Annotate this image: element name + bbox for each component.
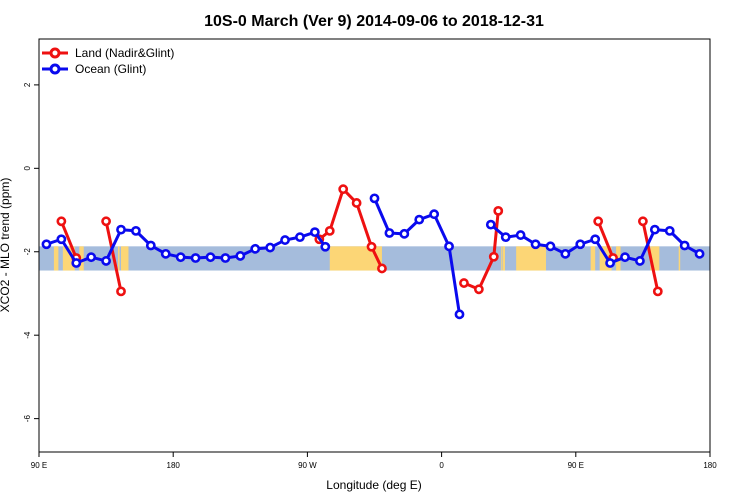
ocean-data-point (320, 241, 331, 252)
land-series-line (596, 220, 615, 259)
chart-title: 10S-0 March (Ver 9) 2014-09-06 to 2018-1… (204, 13, 544, 30)
x-tick-label: 90 E (31, 461, 47, 470)
ocean-data-point (605, 258, 615, 268)
ocean-data-point (575, 239, 586, 250)
land-data-point (493, 205, 504, 216)
x-tick-label: 90 E (568, 461, 584, 470)
land-data-point (488, 251, 499, 262)
ocean-data-point (205, 252, 216, 263)
land-series-line (59, 220, 78, 259)
ocean-data-point (414, 214, 425, 225)
land-data-point (638, 216, 648, 227)
ocean-data-point (454, 309, 465, 320)
land-data-point (324, 225, 335, 236)
ocean-data-point (545, 241, 556, 252)
ocean-data-point (295, 232, 305, 243)
land-band-segment (501, 246, 503, 271)
land-band-segment (502, 246, 505, 271)
x-tick-label: 180 (703, 461, 717, 470)
y-axis: 2 0 -2 -4 -6 (23, 82, 39, 422)
legend: Land (Nadir&Glint) Ocean (Glint) (42, 46, 174, 76)
ocean-data-point (220, 253, 231, 263)
ocean-data-point (515, 230, 526, 240)
ocean-data-point (160, 248, 171, 259)
land-series-line (641, 220, 660, 292)
ocean-data-point (71, 258, 82, 268)
land-band-segment (53, 246, 59, 271)
ocean-data-point (309, 227, 320, 238)
legend-ocean-label: Ocean (Glint) (75, 62, 146, 76)
y-tick-label: 0 (23, 166, 32, 171)
ocean-data-point (175, 252, 186, 263)
ocean-data-point (41, 239, 52, 250)
y-axis-label: XCO2 - MLO trend (ppm) (0, 178, 12, 313)
land-band-segment (79, 246, 84, 271)
ocean-data-point (620, 252, 630, 263)
legend-land-label: Land (Nadir&Glint) (75, 46, 174, 60)
x-tick-label: 180 (167, 461, 181, 470)
ocean-data-point (500, 232, 511, 243)
series-layer (41, 184, 705, 320)
ocean-data-point (635, 256, 645, 266)
ocean-data-point (56, 234, 67, 245)
land-series-line (104, 220, 123, 292)
ocean-data-point (664, 225, 675, 236)
ocean-data-point (250, 243, 261, 254)
x-tick-label: 0 (439, 461, 444, 470)
ocean-data-point (145, 240, 156, 251)
land-series-line (463, 210, 500, 291)
ocean-data-point (190, 253, 201, 263)
ocean-data-point (530, 239, 541, 250)
land-data-point (459, 278, 469, 288)
land-band-segment (121, 246, 129, 271)
land-band-segment (590, 246, 596, 271)
ocean-data-point (280, 235, 290, 245)
land-data-point (101, 216, 111, 227)
ocean-data-point (444, 241, 454, 252)
ocean-data-point (384, 228, 395, 238)
land-data-point (473, 284, 484, 295)
ocean-data-point (101, 256, 111, 266)
land-band-segment (118, 246, 120, 271)
ocean-data-point (560, 248, 571, 259)
land-band-segment (62, 246, 75, 271)
land-data-point (593, 216, 604, 227)
y-tick-label: 2 (23, 82, 32, 87)
land-data-point (366, 241, 377, 252)
x-tick-label: 90 W (298, 461, 317, 470)
y-tick-label: -6 (23, 415, 32, 423)
ocean-data-point (399, 228, 410, 239)
land-data-point (377, 263, 387, 274)
y-tick-label: -2 (23, 248, 32, 256)
x-axis-label: Longitude (deg E) (326, 478, 421, 492)
ocean-data-point (429, 209, 440, 220)
land-band-segment (678, 246, 681, 271)
ocean-data-point (649, 224, 660, 235)
ocean-data-point (694, 248, 705, 259)
ocean-data-point (590, 234, 601, 245)
ocean-data-point (86, 252, 97, 263)
legend-ocean-marker (49, 63, 61, 75)
land-data-point (116, 286, 126, 297)
ocean-data-point (679, 240, 690, 251)
land-data-point (351, 198, 362, 208)
ocean-data-point (485, 219, 496, 230)
ocean-data-point (131, 225, 141, 236)
ocean-data-point (265, 242, 276, 253)
land-data-point (56, 216, 67, 227)
plot-frame (38, 38, 711, 453)
legend-land-marker (49, 47, 61, 59)
land-band-segment (516, 246, 546, 271)
land-data-point (338, 184, 349, 195)
ocean-data-point (116, 224, 126, 235)
y-tick-label: -4 (23, 331, 32, 339)
ocean-data-point (235, 251, 246, 261)
x-axis: 90 E 180 90 W 0 90 E 180 (31, 452, 717, 470)
ocean-data-point (369, 193, 380, 204)
land-data-point (652, 286, 663, 297)
land-band-segment (650, 246, 660, 271)
